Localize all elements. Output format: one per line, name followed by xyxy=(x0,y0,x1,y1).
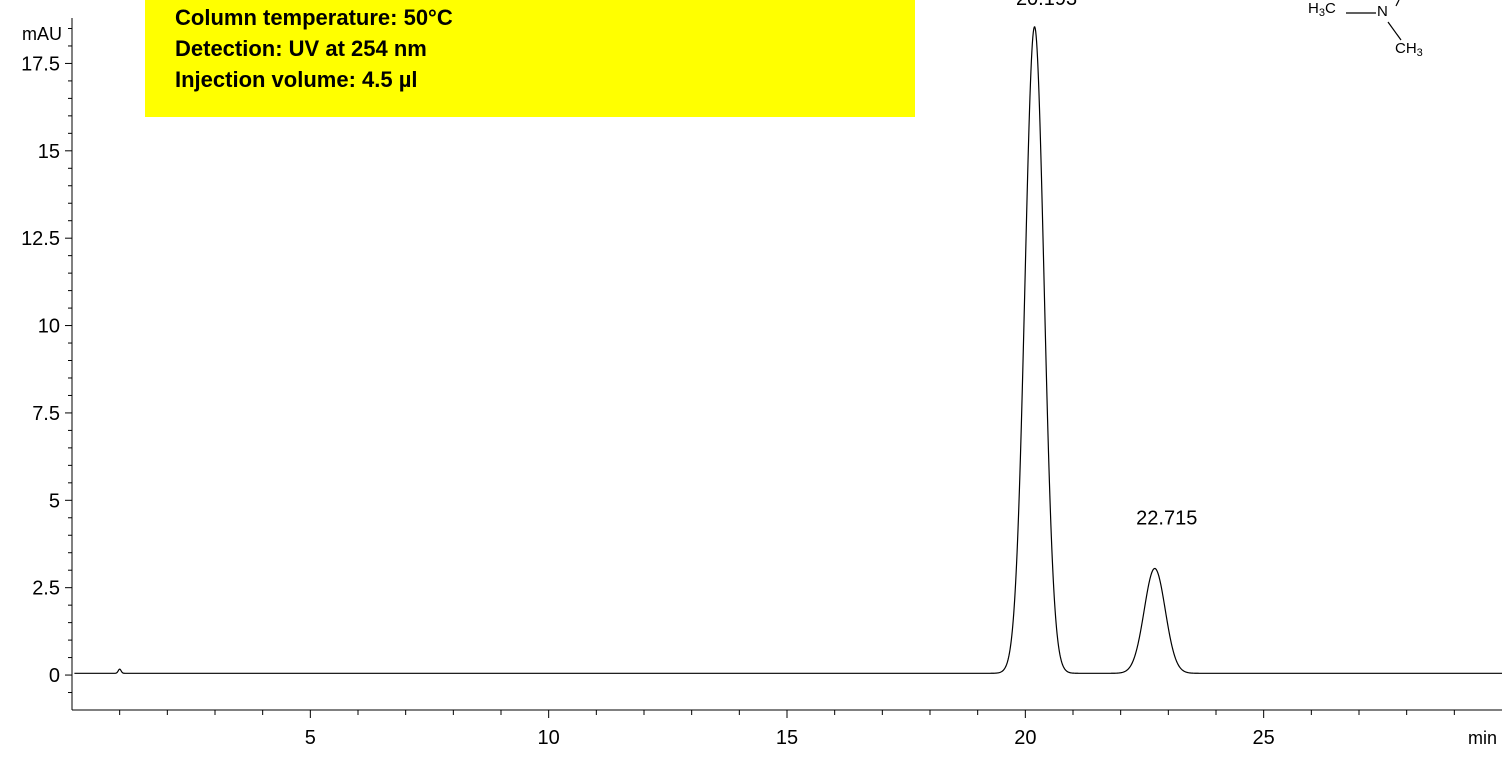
peak-label: 20.193 xyxy=(1016,0,1077,10)
x-tick-label: 10 xyxy=(538,727,560,749)
y-tick-label: 12.5 xyxy=(21,228,60,250)
y-unit-label: mAU xyxy=(22,24,62,44)
y-tick-label: 15 xyxy=(38,141,60,163)
y-tick-label: 17.5 xyxy=(21,53,60,75)
structure-bond-down xyxy=(1387,21,1402,41)
tick-labels-group: 0 2.5 5 7.5 10 12.5 15 17.5 mAU 5 10 15 20 25 min xyxy=(21,24,1497,749)
axes-group xyxy=(71,18,1502,711)
y-tick-label: 5 xyxy=(49,490,60,512)
y-tick-label: 10 xyxy=(38,316,60,338)
x-tick-label: 5 xyxy=(305,727,316,749)
chromatogram-trace xyxy=(74,25,1502,674)
info-line-temperature: Column temperature: 50°C xyxy=(175,5,453,30)
x-unit-label: min xyxy=(1468,728,1497,748)
structure-bond-up xyxy=(1395,0,1400,7)
conditions-box: Column temperature: 50°C Detection: UV a… xyxy=(145,0,915,117)
info-line-detection: Detection: UV at 254 nm xyxy=(175,36,427,61)
chemical-structure-fragment xyxy=(1346,0,1402,41)
x-tick-label: 25 xyxy=(1253,727,1275,749)
structure-label-n: N xyxy=(1377,3,1388,20)
y-tick-label: 0 xyxy=(49,665,60,687)
y-tick-label: 2.5 xyxy=(32,578,60,600)
peak-label: 22.715 xyxy=(1136,507,1197,529)
info-line-injection: Injection volume: 4.5 µl xyxy=(175,67,418,92)
x-tick-label: 15 xyxy=(776,727,798,749)
y-tick-label: 7.5 xyxy=(32,403,60,425)
x-tick-label: 20 xyxy=(1014,727,1036,749)
peak-labels-group: 20.193 22.715 xyxy=(1016,0,1197,529)
ticks-group xyxy=(65,27,1455,718)
structure-label-ch3: CH3 xyxy=(1395,40,1423,59)
structure-label-h3c: H3C xyxy=(1308,0,1336,19)
